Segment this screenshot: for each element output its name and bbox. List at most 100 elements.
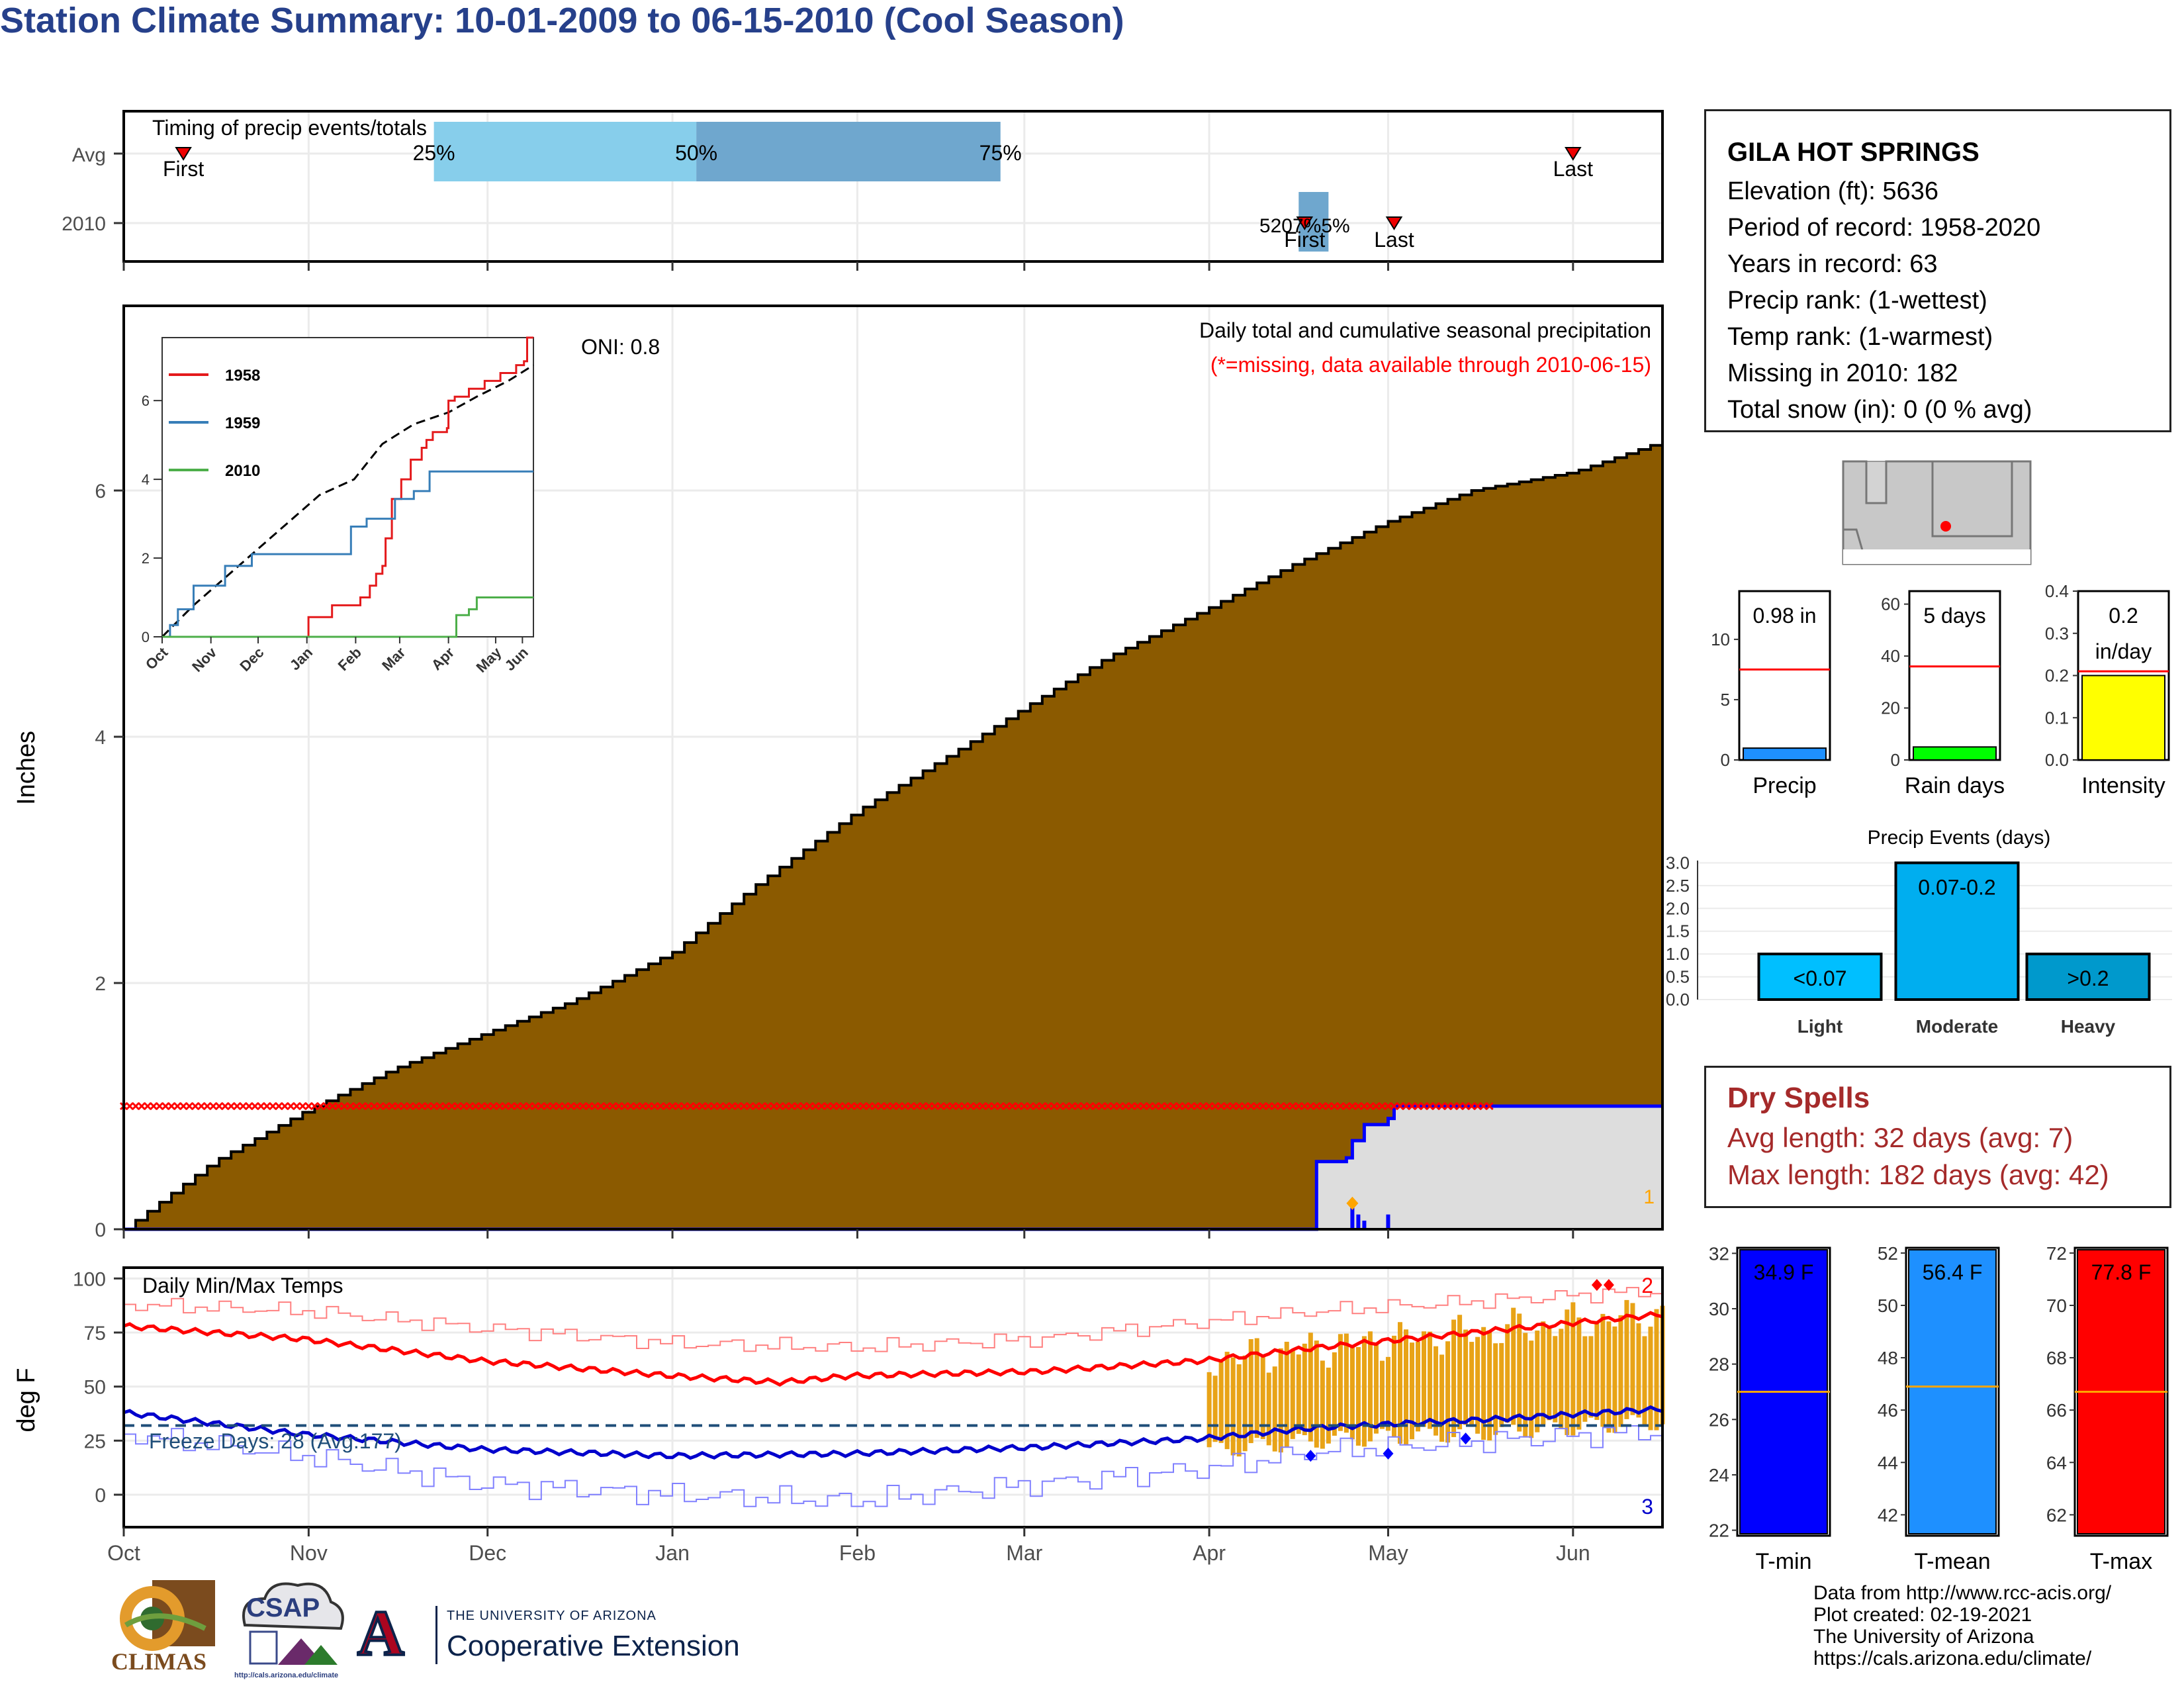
missing-marker: [507, 1102, 516, 1111]
missing-marker: [435, 1102, 444, 1111]
climas-logo: CLIMAS: [106, 1579, 222, 1678]
missing-marker: [1253, 1102, 1261, 1111]
temp-bar: [1505, 1324, 1510, 1423]
missing-marker: [197, 1102, 206, 1111]
missing-marker: [1151, 1102, 1160, 1111]
tmean-ytick-label: 44: [1878, 1452, 1898, 1473]
temps-label-red: 2: [1641, 1274, 1653, 1297]
temp-bar: [1212, 1376, 1218, 1442]
csap-text: CSAP: [246, 1593, 320, 1622]
temp-bar: [1624, 1299, 1629, 1419]
missing-marker: [346, 1102, 355, 1111]
precip-mini-ytick-label: 0: [1721, 750, 1730, 770]
missing-marker: [805, 1102, 814, 1111]
temp-bar: [1457, 1315, 1463, 1430]
missing-marker: [596, 1102, 605, 1111]
temps-xtick-label: Feb: [839, 1541, 876, 1565]
precip-ytick-label: 0: [95, 1219, 106, 1241]
precip-chart-title: Daily total and cumulative seasonal prec…: [1199, 318, 1651, 342]
missing-marker: [447, 1102, 456, 1111]
precip-event-marker: [1346, 1196, 1359, 1210]
temps-xtick-label: Jun: [1556, 1541, 1590, 1565]
station-period: Period of record: 1958-2020: [1727, 214, 2041, 242]
tmax-ytick-label: 62: [2046, 1505, 2067, 1525]
missing-marker: [1354, 1102, 1363, 1111]
missing-marker: [871, 1102, 880, 1111]
missing-marker: [1443, 1102, 1452, 1111]
temp-bar: [1475, 1336, 1480, 1434]
missing-marker: [674, 1102, 683, 1111]
missing-marker: [614, 1102, 623, 1111]
station-info-panel: GILA HOT SPRINGS Elevation (ft): 5636 Pe…: [1704, 109, 2171, 432]
intensity-mini-ytick-label: 0.1: [2045, 708, 2069, 727]
temp-bar: [1654, 1309, 1659, 1430]
tmean-ytick-label: 50: [1878, 1295, 1898, 1316]
csap-cloud-icon: [242, 1582, 344, 1665]
station-elevation: Elevation (ft): 5636: [1727, 177, 1938, 205]
missing-marker: [1324, 1102, 1333, 1111]
csap-url: http://cals.arizona.edu/climate: [234, 1671, 339, 1679]
missing-marker: [1193, 1102, 1202, 1111]
tmin-label: T-min: [1756, 1549, 1812, 1574]
freeze-days-text: Freeze Days: 28 (Avg:177): [149, 1429, 402, 1453]
temp-bar: [1248, 1339, 1253, 1444]
tmax-ytick-label: 68: [2046, 1348, 2067, 1368]
temps-chart-title: Daily Min/Max Temps: [142, 1274, 343, 1297]
missing-marker: [453, 1102, 462, 1111]
missing-marker: [1241, 1102, 1250, 1111]
missing-marker: [936, 1102, 945, 1111]
missing-marker: [1079, 1102, 1088, 1111]
precip-avg-cumulative-outline: [124, 441, 1664, 1231]
temps-record-low-marker: [1383, 1447, 1394, 1460]
inset-series-2010: [162, 596, 533, 638]
missing-marker: [925, 1102, 933, 1111]
events-xtick-label: Light: [1797, 1016, 1843, 1037]
station-temp-rank: Temp rank: (1-warmest): [1727, 323, 1993, 351]
missing-marker: [316, 1102, 325, 1111]
missing-marker: [734, 1102, 743, 1111]
timing-pct-75: 75%: [979, 141, 1022, 165]
temp-bar: [1343, 1333, 1349, 1433]
missing-marker: [477, 1102, 486, 1111]
missing-marker: [441, 1102, 450, 1111]
missing-marker: [948, 1102, 957, 1111]
intensity-mini-value-label: 0.2: [2109, 604, 2138, 628]
missing-marker: [1073, 1102, 1082, 1111]
tmin-ytick-label: 26: [1709, 1409, 1729, 1430]
missing-marker: [430, 1102, 438, 1111]
temps-ytick-label: 50: [84, 1377, 106, 1399]
precip-panel-border: [122, 305, 1664, 1231]
missing-marker: [632, 1102, 641, 1111]
timing-2010-last-marker: [1385, 216, 1403, 230]
missing-marker: [650, 1102, 659, 1111]
missing-marker: [710, 1102, 719, 1111]
temps-record-low-marker: [1460, 1432, 1471, 1445]
missing-marker: [191, 1102, 200, 1111]
tmax-label: T-max: [2090, 1549, 2152, 1574]
temps-xtick-label: May: [1368, 1541, 1408, 1565]
missing-marker: [1002, 1102, 1011, 1111]
missing-marker: [173, 1102, 182, 1111]
events-ytick-label: 0.5: [1666, 967, 1690, 987]
timing-2010-first-label: First: [1284, 228, 1325, 252]
missing-marker: [1348, 1102, 1357, 1111]
missing-marker: [287, 1102, 295, 1111]
missing-marker: [788, 1102, 796, 1111]
missing-marker: [960, 1102, 969, 1111]
missing-marker: [543, 1102, 551, 1111]
missing-marker: [602, 1102, 612, 1111]
tmean-value-label: 56.4 F: [1923, 1260, 1983, 1284]
missing-marker: [257, 1102, 265, 1111]
missing-marker: [412, 1102, 420, 1111]
missing-marker: [1283, 1102, 1291, 1111]
precip-chart-subtitle: (*=missing, data available through 2010-…: [1210, 353, 1651, 377]
missing-marker: [626, 1102, 635, 1111]
tmean-ytick-label: 52: [1878, 1243, 1898, 1264]
missing-marker: [1414, 1102, 1422, 1111]
csap-logo: CSAP http://cals.arizona.edu/climate: [232, 1579, 351, 1685]
tmax-ytick-label: 66: [2046, 1400, 2067, 1421]
temp-bar: [1308, 1333, 1313, 1442]
intensity-mini-label: Intensity: [2081, 773, 2165, 798]
temp-bar: [1320, 1360, 1325, 1449]
temp-bar: [1326, 1368, 1331, 1444]
